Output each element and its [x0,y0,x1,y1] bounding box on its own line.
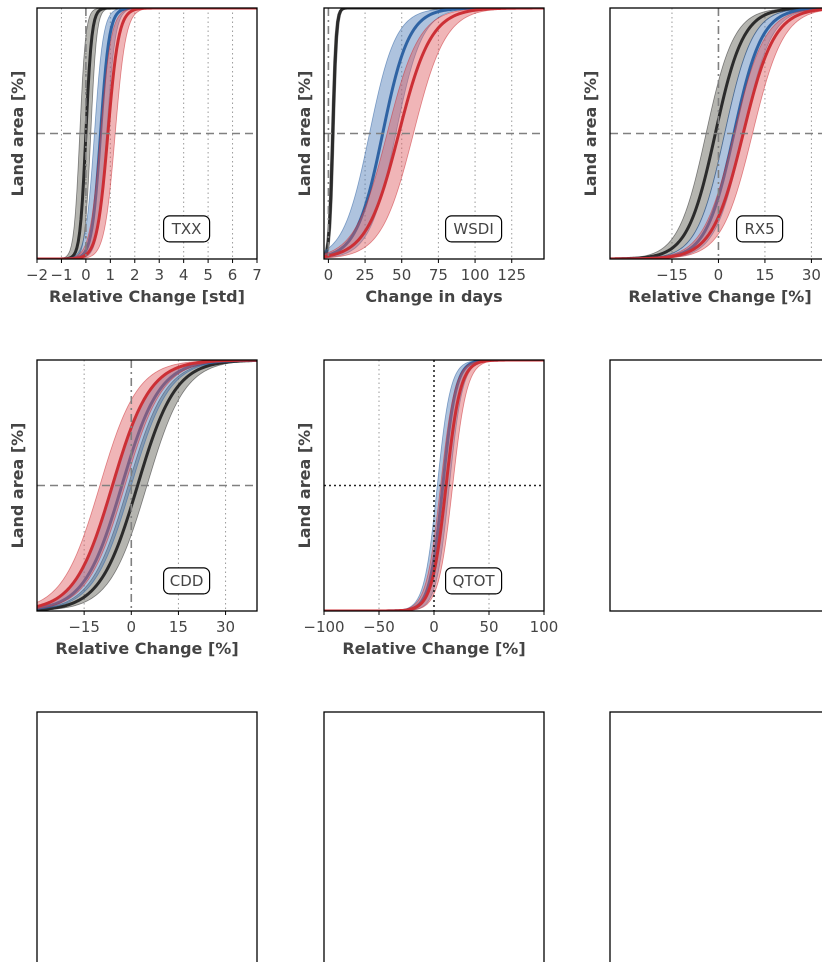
x-tick-label: 2 [130,266,140,284]
y-axis-label: Land area [%] [8,71,27,197]
x-tick-label: 3 [154,266,164,284]
panel-5: −100 −50 0 50 100 Relative Change [%] Land are… [295,359,559,658]
panel-7 [36,711,258,962]
y-axis-label: Land area [%] [581,71,600,197]
x-tick-label: 30 [802,266,821,284]
x-tick-label: 5 [203,266,213,284]
x-tick-label: −50 [363,618,395,636]
axes-frame [323,7,545,260]
x-tick-label: 0 [429,618,439,636]
plot-area [610,8,822,259]
x-tick-label: 125 [497,266,526,284]
x-tick-label: 15 [755,266,774,284]
panel-4: −15 0 15 30 Relative Change [%] Land area [%]… [8,359,258,658]
index-badge [163,567,211,595]
x-tick-label: 30 [216,618,235,636]
index-badge-label: RX5 [744,220,774,238]
series-band-blue [324,8,544,259]
x-tick-label: 0 [324,266,334,284]
axes-frame [609,7,822,260]
x-tick-label: −2 [26,266,48,284]
series-band-blue [37,8,257,259]
series-band-red [37,8,257,259]
series-band-red [324,8,544,259]
x-tick-label: 15 [169,618,188,636]
plot-area [37,360,257,611]
empty-panel-frame [609,359,822,612]
panel-1: −2 −1 0 1 2 3 4 5 6 7 Relative Change [std] Land ar… [8,7,262,306]
x-tick-label: 6 [228,266,238,284]
series-line-red [37,360,257,608]
panel-3: −15 0 15 30 Relative Change [%] Land area [%]… [581,7,822,306]
x-tick-label: 7 [252,266,262,284]
x-tick-label: 75 [429,266,448,284]
panel-2: 0 25 50 75 100 125 Change in days Land area [%]… [295,7,545,306]
panel-6 [609,359,822,612]
x-axis-label: Relative Change [%] [628,287,811,306]
x-tick-label: 100 [461,266,490,284]
index-badge [445,567,503,595]
plot-area [324,360,544,611]
x-axis-label: Change in days [365,287,502,306]
plot-area [324,8,544,259]
index-badge-label: QTOT [453,572,496,590]
axes-frame [36,359,258,612]
index-badge [163,215,211,243]
x-tick-label: −15 [68,618,100,636]
index-badge-label: WSDI [453,220,493,238]
x-tick-label: 4 [179,266,189,284]
x-tick-label: −100 [303,618,344,636]
x-tick-label: 50 [392,266,411,284]
plot-area [37,8,257,259]
x-tick-label: 25 [356,266,375,284]
y-axis-label: Land area [%] [295,423,314,549]
x-tick-label: −15 [656,266,688,284]
x-tick-label: −1 [50,266,72,284]
panel-9 [609,711,822,962]
x-tick-label: 50 [479,618,498,636]
y-axis-label: Land area [%] [8,423,27,549]
x-tick-label: 1 [106,266,116,284]
empty-panel-frame [323,711,545,962]
x-axis-label: Relative Change [std] [49,287,245,306]
panel-8 [323,711,545,962]
index-badge [445,215,503,243]
empty-panel-frame [36,711,258,962]
empty-panel-frame [609,711,822,962]
index-badge-label: CDD [170,572,204,590]
y-axis-label: Land area [%] [295,71,314,197]
x-axis-label: Relative Change [%] [55,639,238,658]
series-band-red [610,8,822,259]
x-axis-label: Relative Change [%] [342,639,525,658]
x-tick-label: 100 [530,618,559,636]
axes-frame [36,7,258,260]
x-tick-label: 0 [127,618,137,636]
series-line-dark [37,8,257,259]
index-badge [735,215,784,243]
x-tick-label: 0 [714,266,724,284]
series-line-dark [37,360,257,611]
index-badge-label: TXX [171,220,202,238]
x-tick-label: 0 [81,266,91,284]
